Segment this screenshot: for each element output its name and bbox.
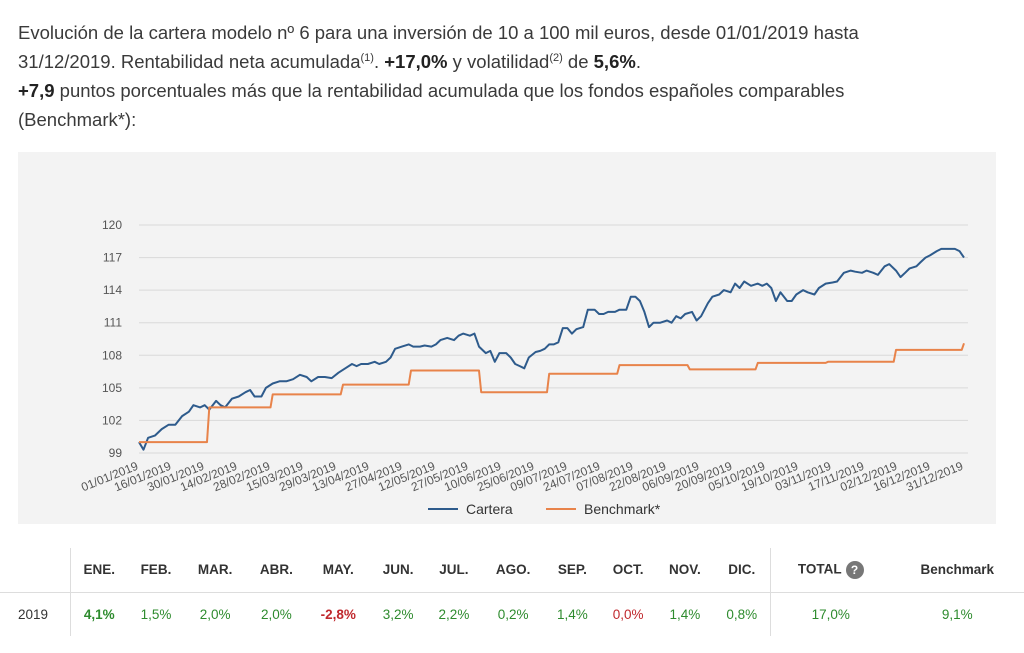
- intro-line4: (Benchmark*):: [18, 109, 137, 130]
- volatility-value: 5,6%: [593, 51, 636, 72]
- month-return-cell: 1,4%: [669, 606, 701, 622]
- month-return-cell: 2,2%: [438, 606, 470, 622]
- series-line-cartera: [138, 247, 965, 451]
- y-tick-label: 108: [102, 348, 122, 362]
- legend-label: Benchmark*: [584, 501, 661, 517]
- series-line-benchmark: [139, 342, 965, 444]
- month-header: MAY.: [306, 548, 371, 593]
- y-tick-label: 111: [104, 316, 123, 330]
- month-return-cell: 3,2%: [382, 606, 414, 622]
- y-tick-label: 114: [103, 283, 122, 297]
- total-header: TOTAL?: [769, 548, 891, 593]
- month-header: DIC.: [713, 548, 771, 593]
- intro-line3: puntos porcentuales más que la rentabili…: [54, 80, 845, 101]
- year-cell: 2019: [0, 592, 71, 636]
- year-header: [0, 548, 71, 593]
- table-row: 2019 4,1% 1,5% 2,0% 2,0% -2,8% 3,2% 2,2%…: [0, 592, 1024, 636]
- intro-line2a: 31/12/2019. Rentabilidad neta acumulada: [18, 51, 361, 72]
- y-tick-label: 102: [102, 413, 122, 427]
- benchmark-return-cell: 9,1%: [941, 606, 973, 622]
- footnote-ref-2: (2): [549, 52, 563, 64]
- month-return-cell: -2,8%: [320, 606, 356, 622]
- intro-paragraph: Evolución de la cartera modelo nº 6 para…: [18, 18, 1008, 134]
- table-header-row: ENE. FEB. MAR. ABR. MAY. JUN. JUL. AGO. …: [0, 548, 1024, 593]
- month-header: FEB.: [128, 548, 184, 593]
- month-header: MAR.: [183, 548, 247, 593]
- month-header: NOV.: [656, 548, 714, 593]
- month-header: JUL.: [426, 548, 482, 593]
- legend-label: Cartera: [466, 501, 513, 517]
- spread-value: +7,9: [18, 80, 55, 101]
- help-icon[interactable]: ?: [845, 560, 864, 579]
- return-total: +17,0%: [384, 51, 448, 72]
- month-return-cell: 2,0%: [260, 606, 292, 622]
- total-header-label: TOTAL: [797, 561, 842, 577]
- y-tick-label: 117: [103, 251, 122, 265]
- month-return-cell: 0,0%: [612, 606, 644, 622]
- month-return-cell: 4,1%: [83, 606, 115, 622]
- intro-line1: Evolución de la cartera modelo nº 6 para…: [18, 22, 859, 43]
- total-return-cell: 17,0%: [769, 592, 891, 636]
- month-return-cell: 1,5%: [140, 606, 172, 622]
- intro-line2b: .: [373, 51, 385, 72]
- month-header: JUN.: [370, 548, 427, 593]
- chart-panel: 99 102 105 108 111 114 117 120 01/01/2019 16/01/2…: [18, 152, 996, 524]
- month-return-cell: 0,2%: [497, 606, 529, 622]
- month-return-cell: 0,8%: [726, 606, 758, 622]
- intro-line2e: .: [635, 51, 641, 72]
- month-header: SEP.: [544, 548, 601, 593]
- month-header: AGO.: [481, 548, 545, 593]
- line-chart: 9910210510811111411712001/01/201916/01/2…: [79, 218, 968, 517]
- intro-line2d: de: [562, 51, 594, 72]
- y-tick-label: 120: [102, 218, 122, 232]
- benchmark-header: Benchmark: [890, 548, 1024, 593]
- footnote-ref-1: (1): [360, 52, 374, 64]
- month-return-cell: 1,4%: [556, 606, 588, 622]
- monthly-returns-table: ENE. FEB. MAR. ABR. MAY. JUN. JUL. AGO. …: [0, 548, 1024, 636]
- month-header: ENE.: [70, 548, 129, 593]
- month-return-cell: 2,0%: [199, 606, 231, 622]
- y-tick-label: 99: [109, 446, 123, 460]
- intro-line2c: y volatilidad: [447, 51, 550, 72]
- y-tick-label: 105: [102, 381, 122, 395]
- month-header: OCT.: [600, 548, 657, 593]
- month-header: ABR.: [246, 548, 307, 593]
